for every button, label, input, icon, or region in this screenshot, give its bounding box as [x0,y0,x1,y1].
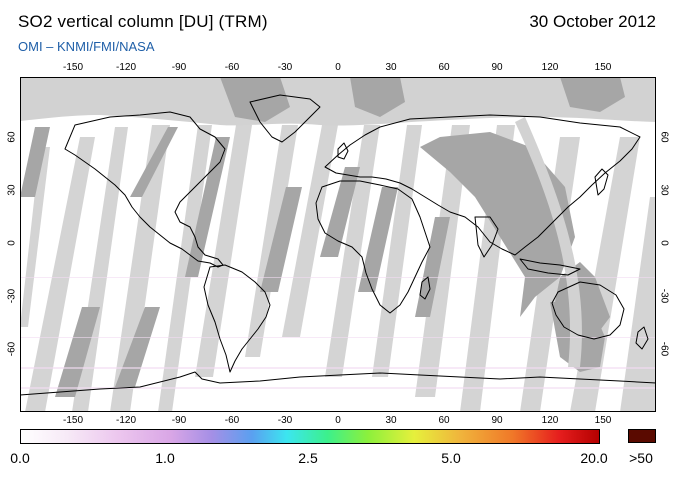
india-coast [474,216,499,258]
lon-tick-top: -30 [277,62,293,73]
lon-tick-top: 60 [438,62,450,73]
lat-tick-right: 30 [658,184,670,196]
lon-tick-top: 150 [594,62,612,73]
map-frame [20,77,656,412]
uk-coast [337,142,349,160]
lat-tick-left: 30 [6,184,18,196]
lon-tick-bottom: 150 [594,415,612,426]
lon-tick-top: 90 [491,62,503,73]
colorbar [20,429,600,444]
lat-tick-left: -30 [6,288,18,304]
lat-tick-right: -60 [658,341,670,357]
lon-tick-top: -60 [224,62,240,73]
lon-tick-top: -120 [115,62,137,73]
lon-tick-top: -90 [171,62,187,73]
lon-tick-bottom: -30 [277,415,293,426]
lon-tick-top: 120 [541,62,559,73]
colorbar-label: 0.0 [10,450,30,466]
data-credit: OMI – KNMI/FMI/NASA [18,39,155,54]
japan-coast [594,168,609,196]
africa-coast [315,180,431,314]
lat-tick-left: 60 [6,131,18,143]
coastlines [20,94,656,396]
lon-tick-top: -150 [62,62,84,73]
colorbar-label: 1.0 [155,450,175,466]
lon-tick-top: 30 [385,62,397,73]
map-date: 30 October 2012 [529,12,656,31]
lat-tick-left: 0 [6,240,18,246]
new-zealand-coast [635,326,649,350]
indonesia-coast [519,258,581,276]
lat-tick-left: -60 [6,341,18,357]
australia-coast [551,281,625,340]
greenland-coast [249,94,321,143]
map-title: SO2 vertical column [DU] (TRM) [18,12,268,31]
lat-tick-right: -30 [658,288,670,304]
lon-tick-top: 0 [335,62,341,73]
south-america-coast [203,264,271,373]
lat-tick-right: 60 [658,131,670,143]
lon-tick-bottom: -60 [224,415,240,426]
so2-world-map [20,77,656,412]
colorbar-label: 20.0 [580,450,608,466]
so2-noise-speckle [20,277,656,389]
lon-tick-bottom: -90 [171,415,187,426]
north-america-coast [64,111,226,268]
lon-tick-bottom: 120 [541,415,559,426]
antarctica-coast [20,371,656,396]
lon-tick-bottom: -120 [115,415,137,426]
pacific-light-region [515,117,582,367]
lat-tick-right: 0 [658,240,670,246]
colorbar-max-label: >50 [629,450,653,466]
colorbar-gradient [20,429,600,444]
colorbar-label: 2.5 [298,450,318,466]
lon-tick-bottom: 90 [491,415,503,426]
lon-tick-bottom: 60 [438,415,450,426]
madagascar-coast [419,276,431,300]
lon-tick-bottom: -150 [62,415,84,426]
lon-tick-bottom: 30 [385,415,397,426]
eurasia-coast [324,114,641,256]
polar-no-data-region [20,77,656,126]
colorbar-max-swatch [628,429,656,443]
lon-tick-bottom: 0 [335,415,341,426]
colorbar-label: 5.0 [441,450,461,466]
